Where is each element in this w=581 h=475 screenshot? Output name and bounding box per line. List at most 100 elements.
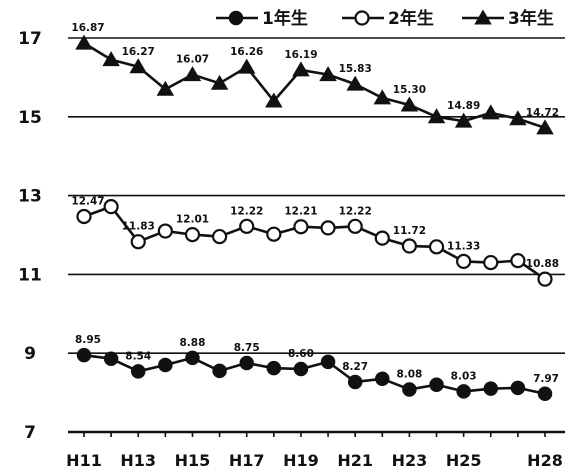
series-line <box>83 42 546 130</box>
data-label: 10.88 <box>526 258 559 270</box>
legend-entry: 1年生 <box>216 8 308 29</box>
data-point <box>354 10 370 26</box>
data-label: 16.27 <box>122 46 155 58</box>
x-tick-label: H23 <box>392 451 428 470</box>
legend-label: 2年生 <box>388 8 434 29</box>
data-point <box>536 119 554 135</box>
data-point <box>158 357 173 373</box>
legend-entry: 2年生 <box>342 8 434 29</box>
data-point <box>129 58 147 74</box>
data-point <box>347 218 363 234</box>
data-label: 11.33 <box>447 240 480 252</box>
data-point <box>237 58 256 74</box>
data-label: 15.83 <box>339 63 372 75</box>
data-label: 8.60 <box>288 348 314 360</box>
y-tick-label: 13 <box>18 187 42 207</box>
data-point <box>228 10 244 26</box>
x-tick-label: H13 <box>120 451 156 470</box>
data-label: 12.22 <box>339 205 372 217</box>
data-point <box>211 228 228 245</box>
legend-label: 3年生 <box>508 8 554 29</box>
data-point <box>102 51 120 67</box>
x-axis: H11 H13 H15 H17 H19 H21 H23 H25 H28 <box>66 430 565 470</box>
data-point <box>319 66 337 82</box>
data-point <box>266 226 282 242</box>
data-point <box>320 354 336 370</box>
y-axis-tick-labels: 7 9 11 13 15 17 <box>18 29 42 443</box>
data-point <box>347 374 363 390</box>
data-point <box>76 347 92 363</box>
data-label: 16.19 <box>284 49 317 61</box>
data-label: 7.97 <box>533 373 559 385</box>
series-group <box>75 34 554 402</box>
y-tick-label: 7 <box>24 423 36 443</box>
data-label: 8.88 <box>180 337 206 349</box>
x-tick-label: H25 <box>446 451 482 470</box>
data-labels: 8.95 8.54 8.88 8.75 8.60 8.27 8.08 8.03 7.97 12.4… <box>71 22 559 385</box>
data-label: 12.22 <box>230 205 263 217</box>
data-point <box>427 108 446 124</box>
data-point <box>103 351 119 366</box>
data-label: 11.72 <box>393 225 426 237</box>
data-point <box>184 227 201 243</box>
data-point <box>266 360 282 376</box>
data-point <box>373 89 392 105</box>
legend-label: 1年生 <box>262 8 308 29</box>
data-point <box>212 363 227 379</box>
data-label: 14.89 <box>447 100 480 112</box>
data-point <box>509 110 527 126</box>
grid-lines <box>68 37 565 355</box>
data-point <box>210 74 229 90</box>
data-label: 8.75 <box>234 342 260 354</box>
data-point <box>428 239 445 255</box>
data-point <box>474 9 492 25</box>
data-label: 8.27 <box>342 361 368 373</box>
data-point <box>75 34 93 50</box>
data-label: 16.26 <box>230 46 263 58</box>
data-point <box>456 253 472 269</box>
data-point <box>346 75 364 91</box>
data-point <box>537 271 553 287</box>
data-point <box>76 208 92 225</box>
data-point <box>293 361 309 377</box>
data-point <box>400 96 419 112</box>
data-label: 16.07 <box>176 54 209 66</box>
data-point <box>510 253 526 269</box>
data-label: 11.83 <box>122 221 155 233</box>
data-label: 12.47 <box>71 195 104 207</box>
series-3 <box>75 34 554 135</box>
y-tick-label: 15 <box>18 108 42 128</box>
data-point <box>157 223 173 239</box>
data-point <box>185 350 200 366</box>
y-tick-label: 17 <box>18 29 42 49</box>
x-tick-label: H17 <box>229 451 265 470</box>
y-tick-label: 11 <box>18 265 42 285</box>
data-point <box>402 382 417 397</box>
data-label: 8.54 <box>125 350 151 362</box>
data-point <box>483 381 499 396</box>
data-point <box>429 377 444 392</box>
data-point <box>374 230 390 246</box>
data-point <box>456 384 471 399</box>
data-point <box>130 234 146 250</box>
data-point <box>239 218 255 234</box>
data-point <box>156 80 175 96</box>
series-1 <box>76 347 553 402</box>
legend-entry: 3年生 <box>462 8 554 29</box>
data-label: 16.87 <box>71 22 104 34</box>
data-label: 12.21 <box>284 206 317 218</box>
data-point <box>239 355 254 371</box>
data-point <box>293 219 309 235</box>
data-point <box>482 104 500 120</box>
data-point <box>510 380 526 396</box>
legend: 1年生 2年生 3年生 <box>216 8 554 29</box>
series-2 <box>76 199 553 287</box>
data-label: 8.08 <box>396 368 422 380</box>
x-tick-label: H19 <box>283 451 319 470</box>
data-label: 8.03 <box>451 370 477 382</box>
data-point <box>401 238 418 254</box>
data-label: 15.30 <box>393 84 426 96</box>
data-label: 14.72 <box>526 107 559 119</box>
data-label: 8.95 <box>75 334 101 346</box>
